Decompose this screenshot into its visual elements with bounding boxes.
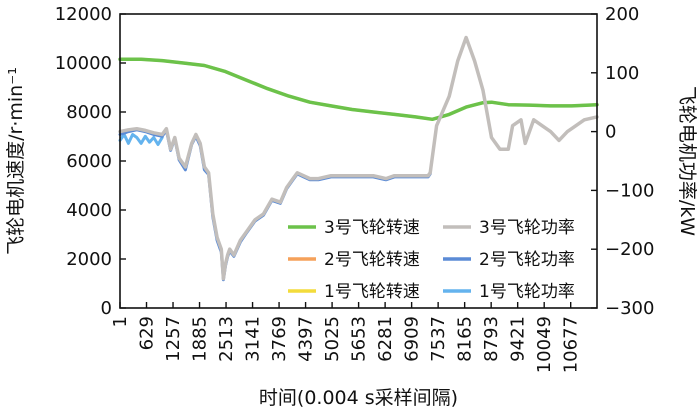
x-tick-label: 7537 <box>428 316 449 362</box>
legend-label-1: 3号飞轮功率 <box>479 218 575 238</box>
right-tick-label: −300 <box>605 298 654 319</box>
legend-label-3: 2号飞轮功率 <box>479 250 575 270</box>
right-tick-label: 200 <box>605 4 639 25</box>
x-tick-label: 1885 <box>190 316 211 362</box>
x-tick-label: 8793 <box>481 316 502 362</box>
left-tick-label: 0 <box>101 298 112 319</box>
left-tick-label: 8000 <box>66 102 112 123</box>
x-tick-label: 4397 <box>296 316 317 362</box>
left-tick-label: 6000 <box>66 151 112 172</box>
x-tick-label: 629 <box>137 316 158 350</box>
x-tick-label: 9421 <box>508 316 529 362</box>
x-tick-label: 10677 <box>561 316 582 373</box>
left-tick-label: 10000 <box>55 53 112 74</box>
plot-area <box>118 35 599 282</box>
x-tick-label: 1257 <box>163 316 184 362</box>
x-axis-title: 时间(0.004 s采样间隔) <box>259 387 458 409</box>
left-tick-label: 12000 <box>55 4 112 25</box>
legend-label-4: 1号飞轮转速 <box>324 282 420 302</box>
right-tick-label: −100 <box>605 180 654 201</box>
x-tick-label: 8165 <box>455 316 476 362</box>
right-tick-label: 0 <box>605 122 616 143</box>
left-tick-label: 4000 <box>66 200 112 221</box>
x-tick-label: 2513 <box>216 316 237 362</box>
x-tick-label: 5025 <box>322 316 343 362</box>
x-tick-label: 1 <box>110 316 131 327</box>
right-tick-label: 100 <box>605 63 639 84</box>
axes: 0 2000 4000 6000 8000 10000 12000 −300 −200 −100 0… <box>5 4 698 409</box>
x-tick-label: 6281 <box>375 316 396 362</box>
series-line-0 <box>118 57 599 122</box>
x-tick-label: 5653 <box>349 316 370 362</box>
legend-label-5: 1号飞轮功率 <box>479 282 575 302</box>
x-tick-label: 6909 <box>402 316 423 362</box>
right-tick-label: −200 <box>605 239 654 260</box>
legend: 3号飞轮转速 3号飞轮功率 2号飞轮转速 2号飞轮功率 1号飞轮转速 1号飞轮功率 <box>288 218 575 302</box>
x-tick-label: 3141 <box>243 316 264 362</box>
left-tick-label: 2000 <box>66 249 112 270</box>
series-line-3 <box>118 35 599 281</box>
x-tick-label: 10049 <box>534 316 555 373</box>
legend-label-2: 2号飞轮转速 <box>324 250 420 270</box>
legend-label-0: 3号飞轮转速 <box>324 218 420 238</box>
x-tick-label: 3769 <box>269 316 290 362</box>
series-line-5 <box>118 133 164 146</box>
y-right-axis-title: 飞轮电机功率/kW <box>676 86 698 236</box>
y-left-axis-title: 飞轮电机速度/r·min⁻¹ <box>5 67 27 255</box>
